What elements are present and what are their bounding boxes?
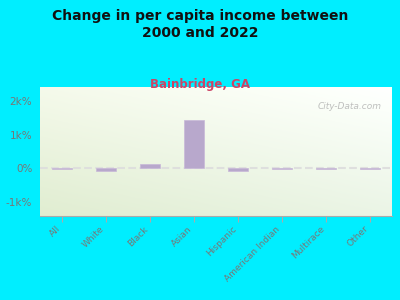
Bar [140, 164, 160, 169]
Text: Bainbridge, GA: Bainbridge, GA [150, 78, 250, 91]
Text: Change in per capita income between
2000 and 2022: Change in per capita income between 2000… [52, 9, 348, 40]
Text: City-Data.com: City-Data.com [318, 103, 382, 112]
Bar [52, 169, 72, 170]
Bar [228, 169, 248, 171]
Bar [184, 120, 204, 169]
Bar [96, 169, 116, 170]
